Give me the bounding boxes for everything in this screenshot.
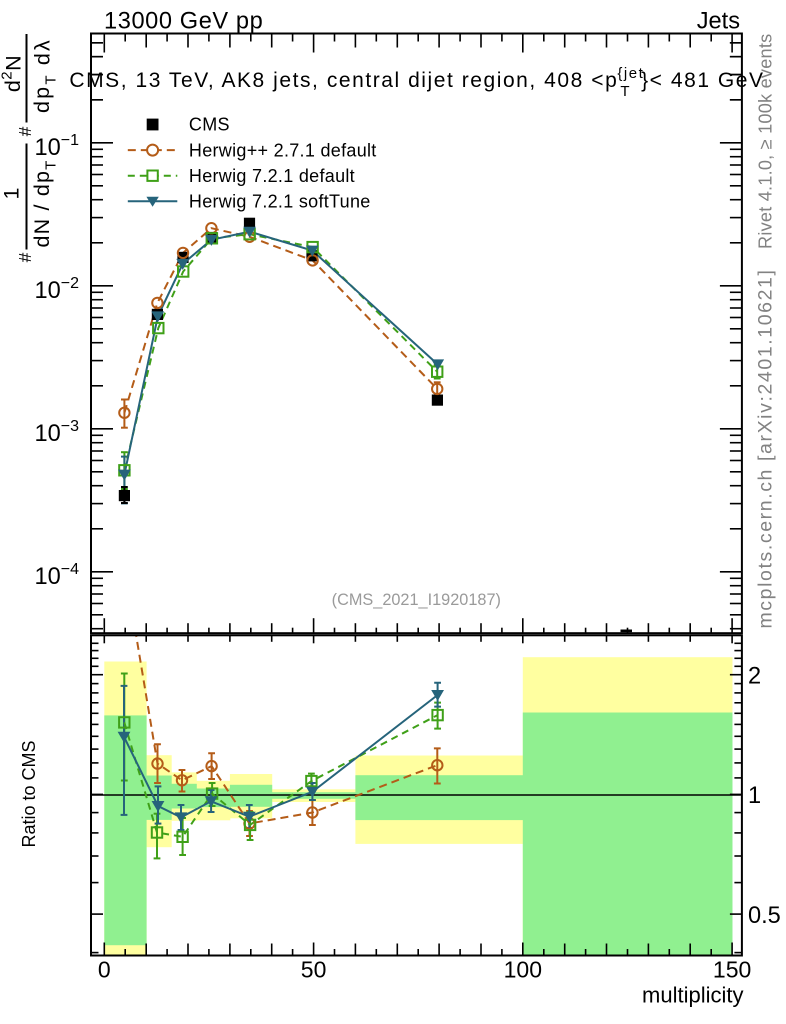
svg-text:(CMS_2021_I1920187): (CMS_2021_I1920187) (332, 591, 501, 609)
svg-text:50: 50 (301, 957, 327, 983)
svg-text:multiplicity: multiplicity (642, 983, 743, 1008)
svg-text:CMS: CMS (189, 115, 230, 135)
svg-text:13000 GeV pp: 13000 GeV pp (104, 9, 263, 35)
svg-text:0.5: 0.5 (748, 903, 781, 929)
svg-text:1: 1 (748, 783, 761, 809)
svg-text:Rivet 4.1.0, ≥ 100k events: Rivet 4.1.0, ≥ 100k events (755, 34, 775, 249)
svg-text:150: 150 (713, 957, 751, 983)
svg-text:Herwig 7.2.1 default: Herwig 7.2.1 default (189, 166, 355, 186)
svg-text:mcplots.cern.ch [arXiv:2401.10: mcplots.cern.ch [arXiv:2401.10621] (755, 268, 777, 628)
svg-text:0: 0 (98, 957, 111, 983)
svg-text:Herwig 7.2.1 softTune: Herwig 7.2.1 softTune (189, 192, 371, 212)
svg-text:Ratio to CMS: Ratio to CMS (19, 740, 39, 847)
svg-text:100: 100 (504, 957, 542, 983)
svg-text:1: 1 (0, 188, 24, 200)
svg-text:Herwig++ 2.7.1 default: Herwig++ 2.7.1 default (189, 140, 377, 160)
svg-text:Jets: Jets (697, 9, 740, 35)
svg-text:#: # (15, 126, 35, 136)
svg-text:#: # (15, 252, 35, 262)
svg-text:2: 2 (748, 663, 761, 689)
